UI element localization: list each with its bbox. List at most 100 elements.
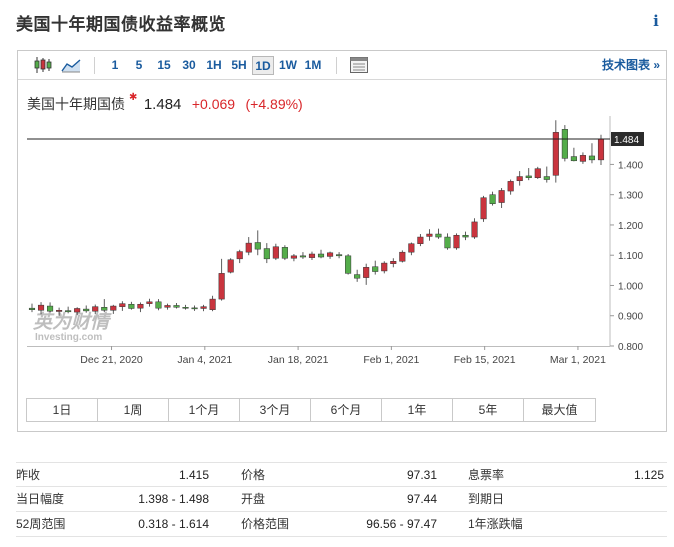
- candle-body: [462, 234, 469, 238]
- table-view-icon[interactable]: [348, 55, 370, 75]
- candle-body: [317, 253, 325, 258]
- x-tick-label: Dec 21, 2020: [80, 354, 143, 366]
- candle: [498, 188, 505, 208]
- candle: [345, 254, 352, 275]
- range-1m[interactable]: 1个月: [169, 399, 240, 421]
- candle: [47, 302, 54, 313]
- candle-body: [345, 255, 352, 274]
- timeframe-30[interactable]: 30: [182, 58, 196, 72]
- range-6m[interactable]: 6个月: [311, 399, 382, 421]
- timeframe-1w[interactable]: 1W: [279, 58, 297, 72]
- candle: [516, 171, 523, 186]
- timeframe-15[interactable]: 15: [157, 58, 171, 72]
- y-tick-label: 1.200: [618, 221, 643, 232]
- timeframe-1m[interactable]: 1M: [304, 58, 322, 72]
- candle-body: [417, 236, 424, 244]
- candle-body: [272, 246, 279, 259]
- candle-body: [74, 308, 81, 313]
- range-max[interactable]: 最大值: [541, 403, 578, 417]
- x-tick-label: Jan 18, 2021: [268, 354, 329, 366]
- stat-label-prev-close: 昨收: [16, 468, 41, 482]
- timeframe-5[interactable]: 5: [135, 58, 143, 72]
- stat-value-prev-close: 1.415: [178, 468, 209, 482]
- last-price: 1.484: [143, 96, 182, 113]
- candle: [507, 179, 514, 195]
- stat-value-open: 97.44: [406, 492, 437, 506]
- candle-body: [227, 259, 234, 273]
- range-1w[interactable]: 1周: [98, 399, 169, 421]
- stat-value-day-range: 1.398 - 1.498: [138, 492, 209, 506]
- candle: [92, 304, 99, 315]
- quote-header: 美国十年期国债 ✱ 1.484 +0.069 (+4.89%): [27, 92, 303, 114]
- info-icon[interactable]: i: [653, 12, 659, 30]
- candle-body: [308, 253, 316, 258]
- candle-body: [336, 254, 343, 257]
- candle: [570, 147, 577, 162]
- candle: [408, 242, 415, 256]
- timeframe-5h[interactable]: 5H: [231, 58, 247, 72]
- candle: [426, 229, 433, 241]
- candle: [471, 218, 478, 239]
- candle-body: [218, 273, 225, 300]
- candle-body: [453, 234, 460, 249]
- timeframe-1d[interactable]: 1D: [252, 56, 274, 75]
- candle-body: [209, 298, 216, 310]
- candlestick-icon[interactable]: [32, 55, 54, 75]
- candle: [381, 261, 388, 274]
- candle-body: [191, 307, 198, 310]
- candle: [552, 120, 559, 183]
- instrument-name: 美国十年期国债: [27, 96, 125, 112]
- candle: [65, 306, 72, 314]
- range-1y[interactable]: 1年: [382, 399, 453, 421]
- candle-body: [119, 303, 126, 307]
- candle-body: [173, 305, 180, 308]
- candle-body: [137, 303, 144, 309]
- candle-body: [570, 156, 577, 162]
- candle: [227, 258, 234, 274]
- candle: [164, 303, 171, 310]
- candle: [101, 299, 108, 313]
- candle-body: [561, 129, 568, 159]
- x-tick-label: Feb 15, 2021: [454, 354, 516, 366]
- range-5y[interactable]: 5年: [453, 399, 524, 421]
- candle-body: [281, 247, 288, 259]
- candle: [272, 243, 279, 261]
- stats-row: 当日幅度 1.398 - 1.498 开盘 97.44 到期日: [16, 487, 667, 512]
- candle-body: [372, 266, 379, 272]
- candle-body: [381, 262, 388, 272]
- investing-watermark: 英为财情 Investing.com: [33, 311, 112, 343]
- candle: [128, 301, 135, 310]
- candle-body: [326, 252, 334, 257]
- candle-body: [552, 132, 559, 176]
- stat-label-maturity: 到期日: [468, 492, 505, 506]
- stat-value-coupon: 1.125: [633, 468, 664, 482]
- candle: [110, 304, 117, 314]
- range-3m[interactable]: 3个月: [240, 399, 311, 421]
- candle: [200, 304, 207, 312]
- candle-body: [390, 261, 397, 264]
- candle-body: [83, 308, 90, 312]
- candle-body: [110, 305, 117, 311]
- area-chart-icon[interactable]: [60, 55, 82, 75]
- timeframe-1[interactable]: 1: [111, 58, 119, 72]
- candle-body: [146, 301, 153, 304]
- x-tick-label: Mar 1, 2021: [550, 354, 606, 366]
- x-tick-label: Feb 1, 2021: [363, 354, 419, 366]
- candlestick-chart[interactable]: 英为财情 Investing.com 0.800 0.900 1.000 1.100 1…: [27, 116, 657, 366]
- stat-value-price-range: 96.56 - 97.47: [366, 517, 437, 531]
- timeframe-1h[interactable]: 1H: [206, 58, 222, 72]
- y-tick-label: 1.400: [618, 160, 643, 171]
- candle: [245, 237, 252, 256]
- candle: [173, 303, 180, 309]
- candle: [182, 304, 189, 310]
- candle: [209, 295, 216, 312]
- advanced-chart-link[interactable]: 技术图表 »: [601, 58, 660, 72]
- candle: [354, 269, 361, 282]
- stat-label-coupon: 息票率: [468, 468, 505, 482]
- candle-body: [92, 306, 99, 312]
- candle: [263, 243, 270, 264]
- candle-body: [164, 305, 171, 308]
- range-1d[interactable]: 1日: [27, 399, 98, 421]
- candle: [37, 302, 45, 315]
- toolbar-divider: [94, 57, 95, 74]
